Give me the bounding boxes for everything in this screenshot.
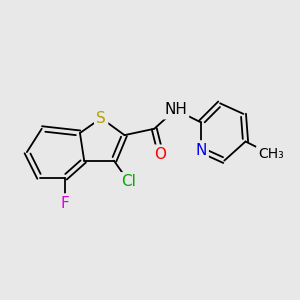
Text: NH: NH [164, 102, 187, 117]
Text: Cl: Cl [121, 174, 136, 189]
Text: F: F [61, 196, 70, 211]
Text: S: S [96, 111, 106, 126]
Text: CH₃: CH₃ [258, 147, 284, 161]
Text: N: N [195, 142, 207, 158]
Text: O: O [154, 147, 166, 162]
